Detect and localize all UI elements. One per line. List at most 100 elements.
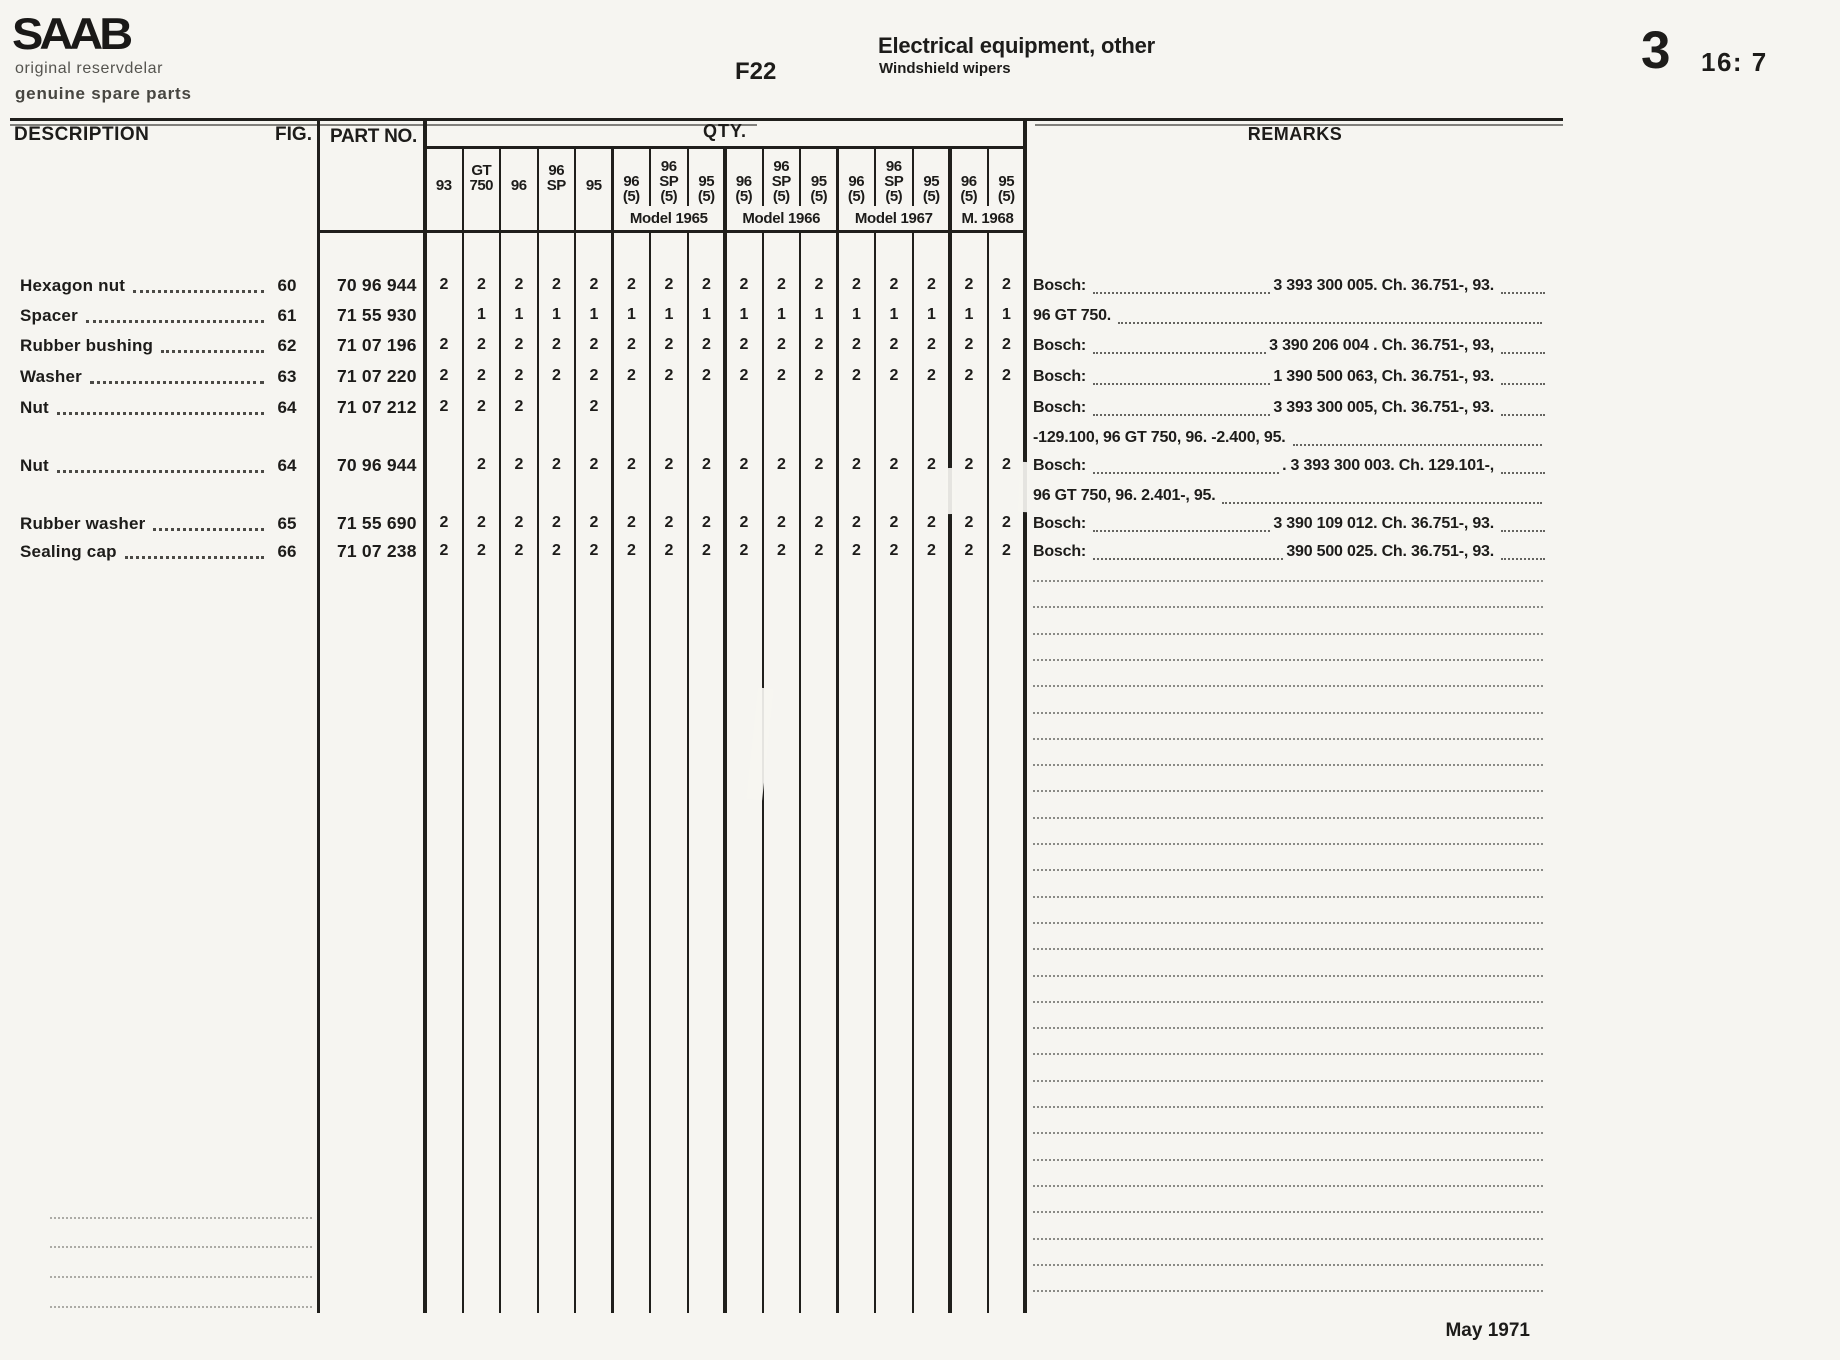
row-remark: -129.100, 96 GT 750, 96. -2.400, 95. xyxy=(1033,425,1545,451)
qty-value: 2 xyxy=(589,542,599,559)
row-description: Nut xyxy=(20,395,268,421)
qty-value: 2 xyxy=(627,542,636,559)
remark-dot-leader xyxy=(1501,383,1545,385)
qty-value: 2 xyxy=(889,456,899,473)
table-grid-vline xyxy=(461,148,464,1313)
qty-value: 2 xyxy=(852,336,861,353)
qty-value: 2 xyxy=(1002,336,1011,353)
qty-column-header-line: 96 xyxy=(548,162,565,179)
row-fig: 64 xyxy=(277,456,297,475)
description-text: Rubber bushing xyxy=(20,336,154,355)
remark-label: Bosch: xyxy=(1033,277,1087,294)
row-remark: Bosch: 3 393 300 005, Ch. 36.751-, 93. xyxy=(1033,395,1545,421)
column-header-qty: QTY. xyxy=(702,121,747,141)
qty-value: 2 xyxy=(814,542,824,559)
qty-value: 2 xyxy=(477,398,486,415)
qty-value: 2 xyxy=(477,542,486,559)
qty-column-header-line: (5) xyxy=(997,188,1015,205)
empty-remark-line xyxy=(1033,1079,1543,1082)
table-grid-vline xyxy=(1023,118,1027,1313)
qty-value: 2 xyxy=(1002,367,1011,384)
empty-remark-line xyxy=(1033,1290,1543,1293)
table-row: Rubber washer 65 71 55 690 2 2 2 2 2 2 2 2 2 2 2 2 2 2 2 2… xyxy=(0,511,1840,537)
qty-value: 2 xyxy=(1002,456,1011,473)
empty-remark-line xyxy=(1033,816,1543,819)
qty-value: 2 xyxy=(852,542,861,559)
qty-value: 1 xyxy=(477,306,486,323)
qty-value: 2 xyxy=(777,276,786,293)
qty-column-header-line: 96 xyxy=(623,173,640,190)
qty-value: 2 xyxy=(664,336,674,353)
qty-column-header-line: 750 xyxy=(469,177,494,194)
remark-dot-leader xyxy=(1292,444,1542,446)
qty-value: 1 xyxy=(552,306,561,323)
remark-dot-leader xyxy=(1093,383,1271,385)
empty-remark-line xyxy=(1033,658,1543,661)
qty-value: 2 xyxy=(889,336,899,353)
model-group-label: Model 1966 xyxy=(728,206,835,230)
remark-dot-leader xyxy=(1093,352,1267,354)
remark-label: 96 GT 750. xyxy=(1033,307,1112,324)
row-description: Rubber washer xyxy=(20,511,268,537)
row-fig: 65 xyxy=(277,514,297,533)
qty-value: 2 xyxy=(777,336,786,353)
table-row: Washer 63 71 07 220 2 2 2 2 2 2 2 2 2 2 2 2 2 2 2 2 Bosch: 1… xyxy=(0,364,1840,390)
qty-value: 2 xyxy=(739,336,749,353)
empty-remark-line xyxy=(1033,1053,1543,1056)
dot-leader xyxy=(124,556,264,559)
remark-dot-leader xyxy=(1501,472,1545,474)
qty-column-header-line: 95 xyxy=(923,173,940,190)
row-remark: Bosch: . 3 393 300 003. Ch. 129.101-, xyxy=(1033,453,1545,479)
qty-column-header: 96 SP (5) xyxy=(650,150,688,206)
empty-remark-line xyxy=(1033,1106,1543,1108)
dot-leader xyxy=(89,381,264,384)
qty-value: 2 xyxy=(814,276,824,293)
qty-value: 2 xyxy=(739,367,749,384)
row-part-no: 70 96 944 xyxy=(337,275,417,295)
qty-value: 2 xyxy=(964,542,974,559)
table-grid-vline xyxy=(948,148,952,1313)
qty-value: 2 xyxy=(777,514,786,531)
row-description: Nut xyxy=(20,453,268,479)
qty-value: 2 xyxy=(589,514,599,531)
remark-label: Bosch: xyxy=(1033,515,1087,532)
qty-value: 2 xyxy=(927,456,936,473)
empty-remark-line xyxy=(1033,895,1543,898)
empty-remark-line xyxy=(1033,737,1543,740)
qty-value: 2 xyxy=(477,276,486,293)
table-row: Rubber bushing 62 71 07 196 2 2 2 2 2 2 2 2 2 2 2 2 2 2 2… xyxy=(0,333,1840,359)
table-grid-vline xyxy=(536,148,539,1313)
qty-value: 2 xyxy=(964,336,974,353)
qty-column-header-line: SP xyxy=(884,173,904,190)
qty-value: 2 xyxy=(552,514,561,531)
qty-value: 2 xyxy=(589,276,599,293)
empty-remark-line xyxy=(1033,869,1543,872)
remark-value: 3 393 300 005. Ch. 36.751-, 93. xyxy=(1273,277,1494,294)
qty-value: 2 xyxy=(627,276,636,293)
empty-remark-line xyxy=(1033,580,1543,582)
qty-column-header: 95 (5) xyxy=(988,150,1026,206)
qty-column-header-line: 95 xyxy=(698,173,715,190)
row-remark: Bosch: 3 390 206 004 . Ch. 36.751-, 93, xyxy=(1033,333,1545,359)
qty-value: 2 xyxy=(702,367,711,384)
qty-value: 2 xyxy=(552,336,561,353)
empty-description-line xyxy=(50,1246,312,1248)
qty-column-header-line: 95 xyxy=(585,177,602,194)
qty-value: 1 xyxy=(627,306,636,323)
qty-column-header-line: 96 xyxy=(848,173,865,190)
row-description: Rubber bushing xyxy=(20,333,268,359)
qty-value: 1 xyxy=(739,306,749,323)
description-text: Rubber washer xyxy=(20,514,146,533)
remark-dot-leader xyxy=(1501,414,1545,416)
qty-value: 2 xyxy=(814,456,824,473)
qty-value: 2 xyxy=(814,514,824,531)
qty-value: 2 xyxy=(852,456,861,473)
row-remark: 96 GT 750, 96. 2.401-, 95. xyxy=(1033,483,1545,509)
page-section-number: 3 xyxy=(1641,21,1671,80)
qty-value: 2 xyxy=(964,514,974,531)
qty-value: 2 xyxy=(627,336,636,353)
table-row: Nut 64 70 96 944 2 2 2 2 2 2 2 2 2 2 2 2 2 2 2 Bosch: . 3 3… xyxy=(0,453,1840,479)
row-fig: 63 xyxy=(277,367,297,386)
qty-value: 2 xyxy=(514,456,524,473)
qty-value: 2 xyxy=(702,456,711,473)
